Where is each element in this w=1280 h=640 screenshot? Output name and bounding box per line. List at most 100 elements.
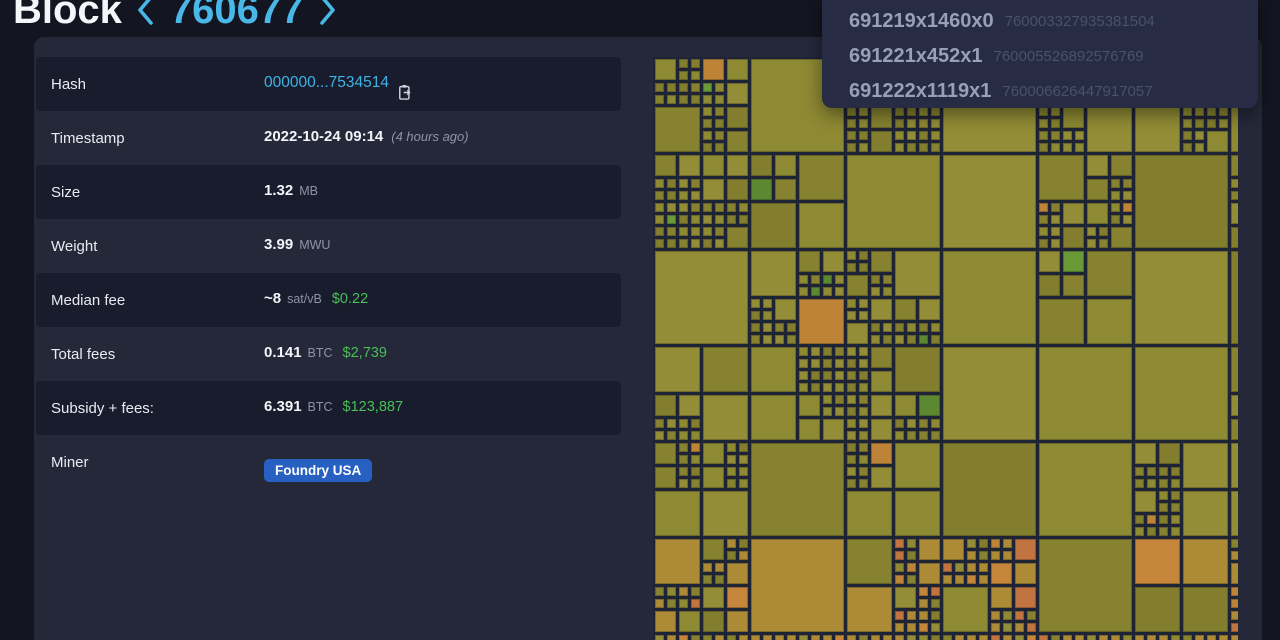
transaction-cell[interactable]	[1038, 250, 1060, 272]
transaction-cell[interactable]	[858, 358, 868, 368]
transaction-cell[interactable]	[702, 94, 712, 104]
transaction-cell[interactable]	[1122, 190, 1132, 200]
transaction-cell[interactable]	[726, 586, 748, 608]
transaction-cell[interactable]	[846, 118, 856, 128]
transaction-cell[interactable]	[1206, 118, 1216, 128]
transaction-cell[interactable]	[726, 106, 748, 128]
transaction-cell[interactable]	[930, 334, 940, 344]
transaction-cell[interactable]	[1050, 202, 1060, 212]
transaction-cell[interactable]	[726, 562, 748, 584]
transaction-cell[interactable]	[714, 238, 724, 248]
transaction-cell[interactable]	[678, 82, 688, 92]
transaction-cell[interactable]	[894, 574, 904, 584]
transaction-cell[interactable]	[1158, 490, 1168, 500]
transaction-cell[interactable]	[798, 418, 820, 440]
transaction-cell[interactable]	[726, 202, 736, 212]
transaction-cell[interactable]	[810, 382, 820, 392]
transaction-cell[interactable]	[1182, 538, 1228, 584]
transaction-cell[interactable]	[846, 130, 856, 140]
transaction-cell[interactable]	[1014, 622, 1024, 632]
transaction-cell[interactable]	[846, 262, 856, 272]
transaction-cell[interactable]	[846, 298, 856, 308]
transaction-cell[interactable]	[738, 478, 748, 488]
transaction-cell[interactable]	[894, 322, 904, 332]
transaction-cell[interactable]	[882, 274, 892, 284]
transaction-cell[interactable]	[1230, 562, 1238, 584]
transaction-cell[interactable]	[942, 538, 964, 560]
transaction-cell[interactable]	[846, 154, 940, 248]
transaction-cell[interactable]	[1134, 154, 1228, 248]
transaction-cell[interactable]	[678, 178, 688, 188]
transaction-cell[interactable]	[654, 178, 664, 188]
transaction-cell[interactable]	[1038, 442, 1132, 536]
transaction-cell[interactable]	[690, 634, 700, 640]
transaction-cell[interactable]	[1230, 586, 1238, 596]
transaction-cell[interactable]	[702, 202, 712, 212]
transaction-cell[interactable]	[1098, 634, 1108, 640]
transaction-cell[interactable]	[1002, 610, 1012, 620]
transaction-cell[interactable]	[1146, 526, 1156, 536]
transaction-cell[interactable]	[750, 538, 844, 632]
transaction-cell[interactable]	[894, 394, 916, 416]
transaction-cell[interactable]	[690, 586, 700, 596]
transaction-cell[interactable]	[942, 586, 988, 632]
transaction-cell[interactable]	[714, 202, 724, 212]
transaction-cell[interactable]	[1026, 622, 1036, 632]
transaction-cell[interactable]	[786, 634, 796, 640]
transaction-cell[interactable]	[1062, 274, 1084, 296]
transaction-cell[interactable]	[870, 298, 892, 320]
transaction-cell[interactable]	[702, 574, 712, 584]
transaction-cell[interactable]	[1086, 634, 1096, 640]
transaction-cell[interactable]	[1110, 190, 1120, 200]
transaction-cell[interactable]	[762, 298, 772, 308]
transaction-cell[interactable]	[1218, 118, 1228, 128]
transaction-cell[interactable]	[858, 382, 868, 392]
transaction-cell[interactable]	[1134, 514, 1144, 524]
transaction-cell[interactable]	[918, 538, 940, 560]
transaction-cell[interactable]	[870, 634, 880, 640]
transaction-cell[interactable]	[726, 154, 748, 176]
copy-hash-button[interactable]	[397, 84, 413, 101]
transaction-cell[interactable]	[1230, 634, 1238, 640]
transaction-cell[interactable]	[738, 538, 748, 548]
transaction-cell[interactable]	[1122, 634, 1132, 640]
transaction-cell[interactable]	[1206, 106, 1216, 116]
transaction-cell[interactable]	[1014, 634, 1024, 640]
transaction-cell[interactable]	[714, 574, 724, 584]
transaction-cell[interactable]	[1170, 514, 1180, 524]
transaction-cell[interactable]	[846, 322, 868, 344]
transaction-cell[interactable]	[678, 418, 688, 428]
transaction-cell[interactable]	[942, 442, 1036, 536]
transaction-cell[interactable]	[1038, 202, 1048, 212]
transaction-cell[interactable]	[822, 286, 832, 296]
transaction-cell[interactable]	[738, 202, 748, 212]
transaction-cell[interactable]	[822, 634, 832, 640]
transaction-cell[interactable]	[666, 214, 676, 224]
transaction-cell[interactable]	[726, 214, 736, 224]
transaction-cell[interactable]	[1230, 442, 1238, 488]
transaction-cell[interactable]	[954, 634, 964, 640]
transaction-cell[interactable]	[714, 142, 724, 152]
transaction-cell[interactable]	[738, 466, 748, 476]
dropdown-item[interactable]: 691222x1119x1 760006626447917057	[822, 74, 1258, 109]
transaction-cell[interactable]	[966, 634, 976, 640]
transaction-cell[interactable]	[798, 634, 808, 640]
transaction-cell[interactable]	[870, 370, 892, 392]
transaction-cell[interactable]	[1098, 238, 1108, 248]
transaction-cell[interactable]	[822, 274, 832, 284]
transaction-cell[interactable]	[942, 574, 952, 584]
transaction-cell[interactable]	[858, 418, 868, 428]
transaction-cell[interactable]	[702, 130, 712, 140]
transaction-cell[interactable]	[942, 634, 952, 640]
transaction-cell[interactable]	[786, 334, 796, 344]
transaction-cell[interactable]	[930, 622, 940, 632]
transaction-cell[interactable]	[1062, 106, 1084, 128]
transaction-cell[interactable]	[750, 346, 796, 392]
transaction-cell[interactable]	[1086, 226, 1096, 236]
transaction-cell[interactable]	[774, 634, 784, 640]
transaction-cell[interactable]	[870, 274, 880, 284]
transaction-cell[interactable]	[1050, 106, 1060, 116]
transaction-cell[interactable]	[918, 562, 940, 584]
transaction-cell[interactable]	[1062, 226, 1084, 248]
transaction-cell[interactable]	[1146, 634, 1156, 640]
